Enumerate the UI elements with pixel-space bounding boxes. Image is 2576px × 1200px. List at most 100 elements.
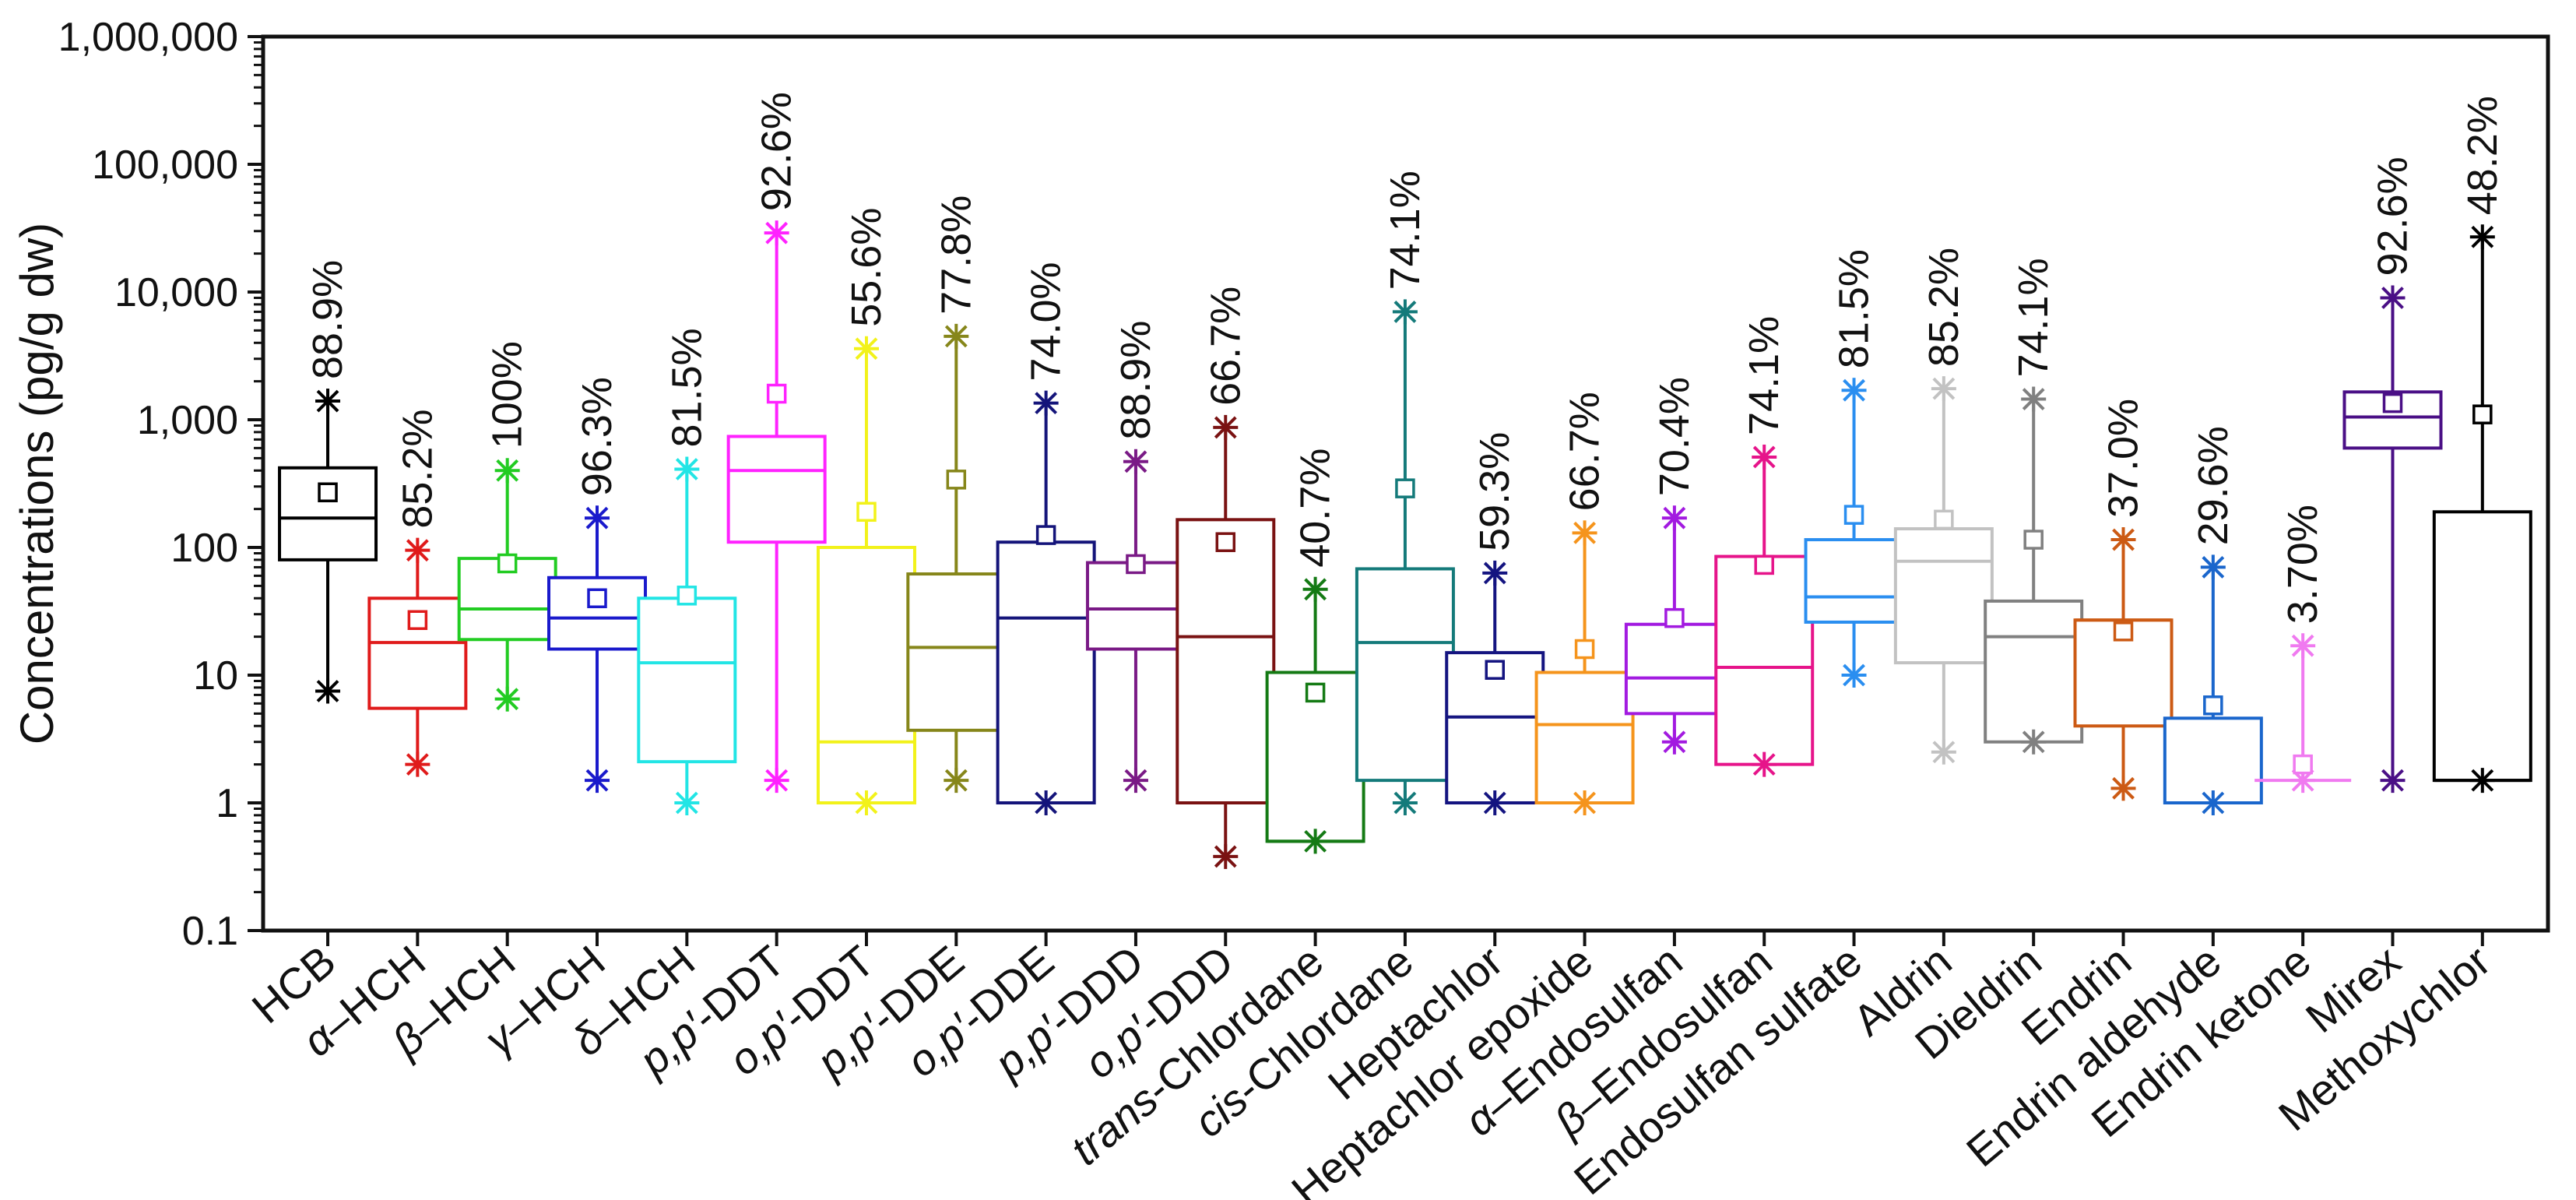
mean-marker: [1664, 607, 1685, 628]
box-6: [816, 336, 916, 815]
iqr-box: [1714, 554, 1815, 766]
box-2: [457, 458, 557, 712]
detection-rate-label: 88.9%: [304, 260, 351, 379]
mean-marker: [2203, 695, 2223, 716]
detection-rate-label: 85.2%: [394, 410, 441, 529]
box-series: [278, 220, 2532, 869]
box-16: [1714, 444, 1815, 777]
iqr-box: [1804, 538, 1904, 624]
box-12: [1355, 299, 1455, 815]
box-24: [2432, 224, 2532, 794]
detection-rate-label: 92.6%: [754, 92, 800, 211]
box-23: [2342, 285, 2443, 794]
box-20: [2073, 527, 2174, 801]
box-14: [1534, 520, 1635, 815]
iqr-box: [1355, 567, 1455, 783]
mean-marker: [1305, 682, 1326, 703]
box-18: [1893, 376, 1994, 765]
box-11: [1265, 576, 1365, 854]
mean-marker: [2023, 530, 2044, 550]
detection-rate-label: 81.5%: [663, 328, 710, 447]
detection-rate-label: 3.70%: [2279, 505, 2326, 624]
mean-marker: [946, 470, 967, 490]
mean-marker: [856, 501, 877, 523]
y-tick-label: 10: [193, 653, 238, 699]
iqr-box: [637, 596, 737, 764]
mean-marker: [1754, 554, 1774, 575]
y-tick-label: 1: [216, 781, 238, 826]
mean-marker: [1395, 478, 1415, 498]
iqr-box: [1534, 670, 1635, 805]
y-tick-label: 0.1: [182, 909, 238, 954]
box-1: [367, 537, 468, 777]
detection-rate-label: 70.4%: [1651, 377, 1698, 496]
y-tick-label: 10,000: [114, 270, 238, 315]
mean-marker: [587, 588, 607, 609]
mean-marker: [318, 482, 338, 503]
iqr-box: [996, 540, 1096, 804]
iqr-box: [2432, 510, 2532, 783]
y-tick-label: 1,000: [137, 398, 238, 443]
mean-marker: [1035, 525, 1056, 545]
box-9: [1085, 449, 1186, 794]
detection-rate-label: 100%: [484, 341, 531, 449]
box-0: [278, 389, 378, 704]
detection-rate-label: 37.0%: [2100, 399, 2147, 518]
y-tick-label: 100,000: [92, 143, 238, 188]
detection-rate-label: 40.7%: [1292, 449, 1339, 568]
box-22: [2254, 633, 2352, 794]
y-axis-title: Concentrations (pg/g dw): [11, 223, 63, 744]
box-8: [996, 390, 1096, 815]
mean-marker: [497, 553, 518, 574]
iqr-box: [2163, 716, 2263, 805]
plot-frame: [261, 34, 2550, 933]
mean-marker: [677, 586, 698, 606]
box-17: [1804, 378, 1904, 688]
detection-rate-label: 74.1%: [1741, 316, 1787, 435]
detection-rate-label: 55.6%: [843, 208, 890, 327]
detection-rate-label: 66.7%: [1202, 287, 1249, 406]
iqr-box: [1624, 622, 1724, 716]
box-7: [906, 323, 1007, 794]
iqr-box: [816, 546, 916, 804]
box-5: [726, 220, 827, 794]
box-13: [1445, 560, 1545, 815]
y-tick-label: 100: [170, 526, 238, 571]
y-tick-label: 1,000,000: [58, 15, 238, 60]
mean-marker: [1215, 532, 1236, 552]
detection-rate-label: 59.3%: [1471, 432, 1518, 551]
detection-rate-label: 74.1%: [1382, 171, 1429, 290]
box-3: [547, 505, 648, 794]
mean-marker: [766, 383, 787, 404]
detection-rate-label: 66.7%: [1562, 392, 1608, 511]
iqr-box: [1176, 518, 1276, 804]
mean-marker: [1485, 660, 1505, 680]
mean-marker: [2472, 404, 2493, 424]
mean-marker: [1934, 509, 1954, 530]
mean-marker: [1574, 639, 1595, 660]
detection-rate-label: 85.2%: [1921, 248, 1967, 367]
detection-rate-label: 81.5%: [1831, 249, 1878, 368]
detection-rate-label: 74.0%: [1023, 262, 1070, 382]
detection-rate-label: 48.2%: [2459, 96, 2506, 215]
iqr-box: [1085, 561, 1186, 651]
iqr-box: [726, 435, 827, 544]
detection-rate-label: 74.1%: [2010, 258, 2057, 377]
mean-marker: [2113, 621, 2134, 642]
y-tick-labels: 0.1 1 10 100 1,000 10,000 100,000 1,000,000: [58, 15, 238, 954]
detection-rate-labels: 88.9% 85.2% 100% 96.3% 81.5% 92.6% 55.6% 77.8% 7…: [304, 92, 2506, 624]
detection-rate-label: 96.3%: [574, 377, 620, 496]
detection-rate-label: 88.9%: [1112, 321, 1159, 440]
mean-marker: [2382, 392, 2403, 413]
iqr-box: [278, 466, 378, 561]
box-21: [2163, 554, 2263, 815]
box-4: [637, 456, 737, 815]
detection-rate-label: 29.6%: [2190, 426, 2237, 545]
iqr-box: [1984, 599, 2084, 744]
box-10: [1176, 414, 1276, 869]
iqr-box: [906, 572, 1007, 732]
iqr-box: [1893, 527, 1994, 665]
detection-rate-label: 92.6%: [2369, 157, 2416, 276]
mean-marker: [2293, 754, 2313, 775]
